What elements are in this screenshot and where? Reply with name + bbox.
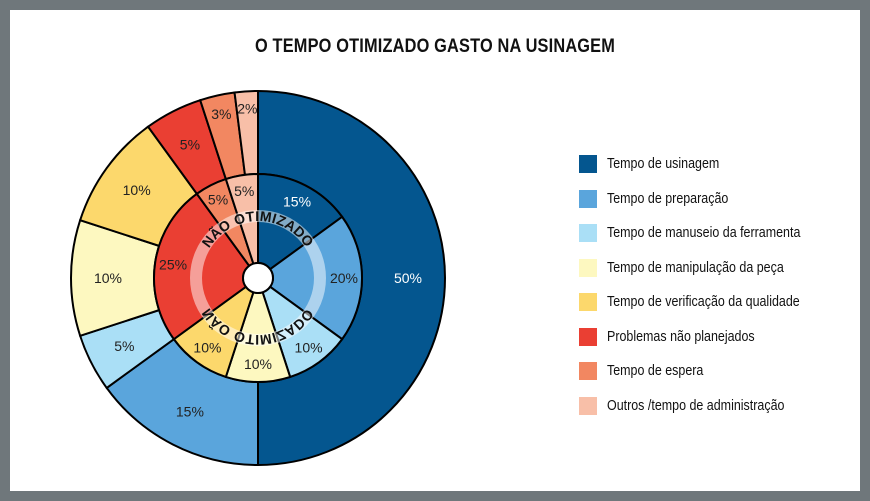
chart-title: O TEMPO OTIMIZADO GASTO NA USINAGEM [254, 36, 616, 57]
legend-label: Tempo de manipulação da peça [607, 259, 784, 276]
inner-label-4: 10% [193, 340, 221, 356]
legend-label: Problemas não planejados [607, 328, 755, 345]
outer-label-0: 50% [394, 270, 422, 286]
outer-label-3: 10% [94, 270, 122, 286]
legend-label: Tempo de manuseio da ferramenta [607, 225, 801, 242]
outer-label-7: 2% [237, 100, 257, 116]
legend-swatch [579, 155, 597, 174]
legend: Tempo de usinagem Tempo de preparação Temp… [579, 147, 854, 423]
inner-label-7: 5% [234, 183, 254, 199]
legend-label: Outros /tempo de administração [607, 397, 785, 414]
donut-chart: 50% 15% 5% 10% 10% 5% 3% 2% 15% 20% 10% 10% 10% 25% 5%… [70, 89, 446, 467]
legend-item: Tempo de verificação da qualidade [579, 285, 854, 320]
inner-label-3: 10% [244, 356, 272, 372]
legend-item: Tempo de manuseio da ferramenta [579, 216, 854, 251]
inner-label-5: 25% [159, 257, 187, 273]
inner-label-1: 20% [330, 270, 358, 286]
legend-item: Tempo de espera [579, 354, 854, 389]
legend-label: Tempo de usinagem [607, 156, 720, 173]
legend-swatch [579, 362, 597, 381]
legend-swatch [579, 189, 597, 208]
legend-label: Tempo de preparação [607, 190, 729, 207]
legend-item: Problemas não planejados [579, 320, 854, 355]
legend-item: Tempo de manipulação da peça [579, 251, 854, 286]
outer-label-5: 5% [180, 136, 200, 152]
legend-item: Outros /tempo de administração [579, 389, 854, 424]
outer-label-1: 15% [176, 404, 204, 420]
inner-label-6: 5% [208, 192, 228, 208]
outer-label-6: 3% [211, 106, 231, 122]
legend-item: Tempo de preparação [579, 182, 854, 217]
legend-label: Tempo de espera [607, 363, 704, 380]
legend-swatch [579, 327, 597, 346]
center-hole [242, 262, 274, 294]
legend-swatch [579, 293, 597, 312]
legend-swatch [579, 224, 597, 243]
outer-label-4: 10% [123, 182, 151, 198]
chart-frame: O TEMPO OTIMIZADO GASTO NA USINAGEM 50% 1… [10, 10, 860, 491]
legend-swatch [579, 396, 597, 415]
legend-item: Tempo de usinagem [579, 147, 854, 182]
inner-label-0: 15% [283, 193, 311, 209]
legend-swatch [579, 258, 597, 277]
outer-label-2: 5% [114, 338, 134, 354]
inner-label-2: 10% [295, 340, 323, 356]
legend-label: Tempo de verificação da qualidade [607, 294, 800, 311]
